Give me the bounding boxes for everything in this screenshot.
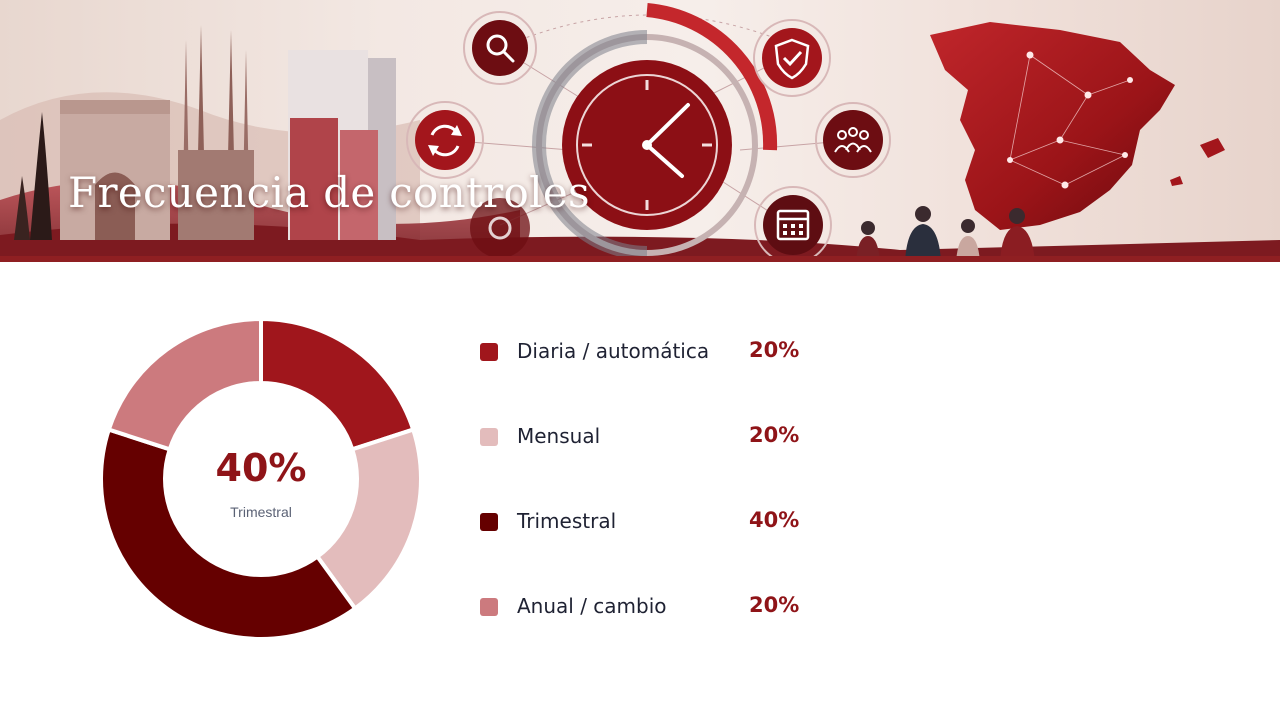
legend-swatch [480, 343, 498, 361]
legend-value: 20% [749, 338, 800, 362]
city-skyline-icon [14, 25, 396, 240]
clock-icon [532, 3, 778, 260]
header-banner: Frecuencia de controles [0, 0, 1280, 262]
legend-item: Anual / cambio 20% [480, 592, 820, 622]
people-icon [815, 102, 891, 178]
page-title: Frecuencia de controles [68, 168, 590, 217]
center-label: Trimestral [230, 504, 292, 520]
calendar-icon [754, 186, 832, 262]
refresh-icon [406, 101, 484, 179]
gear-icon [470, 198, 530, 258]
legend-swatch [480, 598, 498, 616]
legend-label: Diaria / automática [517, 339, 710, 363]
donut-svg [99, 316, 423, 641]
legend-item: Trimestral 40% [480, 507, 820, 537]
spain-map-icon [930, 22, 1225, 230]
donut-slice [106, 316, 263, 452]
legend-value: 40% [749, 508, 800, 532]
banner-illustration [0, 3, 1280, 262]
donut-slice [99, 427, 358, 641]
donut-chart: 40% Trimestral [96, 314, 426, 644]
shield-check-icon [753, 19, 831, 97]
donut-slice [259, 316, 416, 452]
legend-label: Trimestral [517, 509, 617, 533]
center-value: 40% [215, 446, 307, 490]
donut-slice [314, 427, 423, 612]
legend-label: Mensual [517, 424, 601, 448]
legend-swatch [480, 513, 498, 531]
legend-item: Diaria / automática 20% [480, 337, 820, 367]
legend-item: Mensual 20% [480, 422, 820, 452]
legend-value: 20% [749, 423, 800, 447]
legend-value: 20% [749, 593, 800, 617]
legend-swatch [480, 428, 498, 446]
banner-divider [0, 256, 1280, 262]
search-icon [463, 11, 537, 85]
legend-label: Anual / cambio [517, 594, 667, 618]
